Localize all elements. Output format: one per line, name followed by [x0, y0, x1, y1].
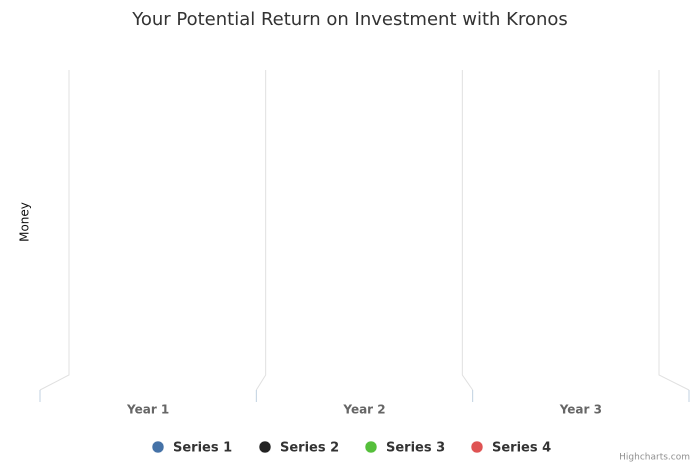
- legend-label[interactable]: Series 4: [492, 441, 551, 456]
- grid-line: [39, 70, 70, 391]
- legend-label[interactable]: Series 2: [280, 441, 339, 456]
- legend-marker[interactable]: [364, 440, 378, 454]
- grid-line: [658, 70, 690, 391]
- legend-marker[interactable]: [151, 440, 165, 454]
- legend-label[interactable]: Series 1: [173, 441, 232, 456]
- grid-line: [461, 70, 474, 391]
- legend-marker[interactable]: [470, 440, 484, 454]
- grid-line: [255, 70, 267, 391]
- legend-label[interactable]: Series 3: [386, 441, 445, 456]
- credits[interactable]: Highcharts.com: [619, 453, 690, 463]
- x-tick-label: Year 2: [342, 403, 385, 417]
- y-axis-label: Money: [18, 202, 32, 242]
- x-tick-label: Year 1: [126, 403, 169, 417]
- legend-marker[interactable]: [258, 440, 272, 454]
- chart-title: Your Potential Return on Investment with…: [131, 9, 568, 30]
- x-tick-label: Year 3: [559, 403, 602, 417]
